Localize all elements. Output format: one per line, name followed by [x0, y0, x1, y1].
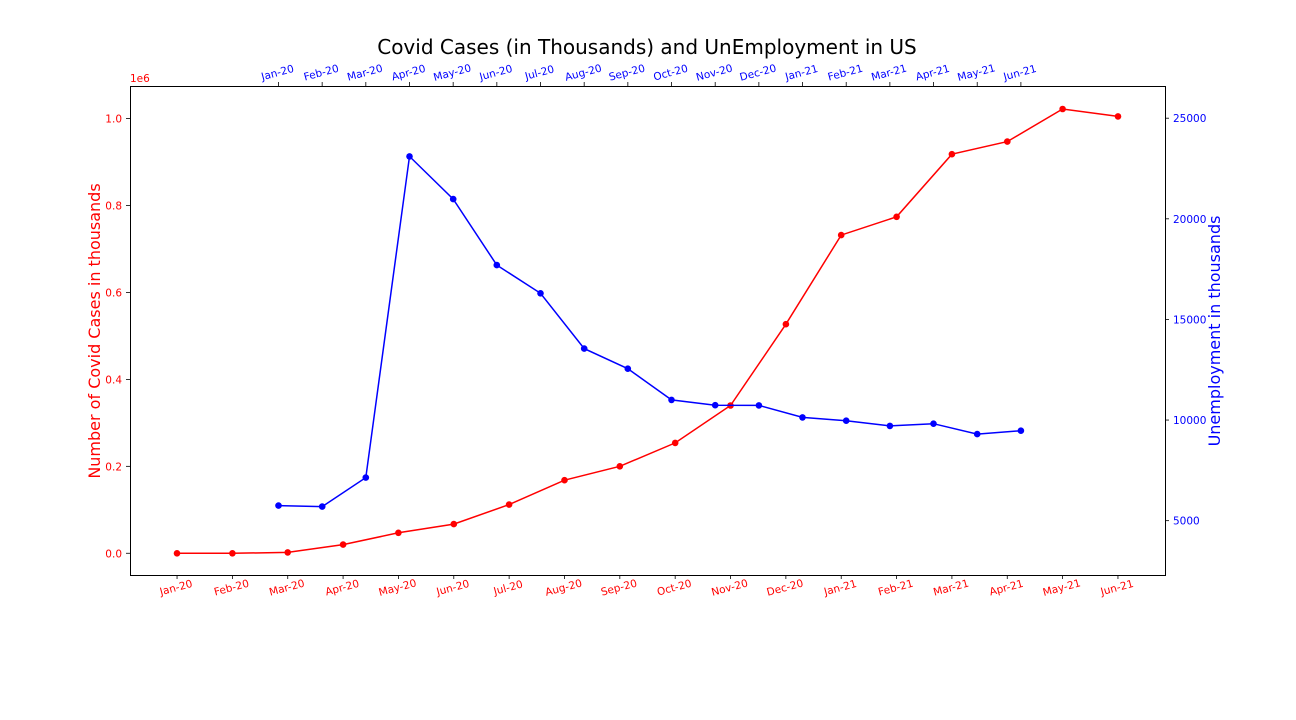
top-tick-label-jun-21: Jun-21	[1001, 63, 1037, 84]
covid-cases-point-0	[173, 550, 181, 557]
covid-cases-point-1	[229, 550, 236, 557]
unemployment-point-15	[930, 420, 937, 428]
right-axis-label: Unemployment in thousands	[1205, 216, 1224, 447]
bottom-tick-label-jun-21: Jun-21	[1098, 578, 1134, 599]
unemployment-point-10	[711, 401, 719, 409]
covid-cases-point-7	[561, 476, 568, 484]
left-tick-label-2: 0.4	[105, 374, 122, 386]
unemployment-point-13	[842, 417, 850, 425]
top-tick-label-jul-20: Jul-20	[523, 63, 556, 83]
bottom-tick-label-apr-20: Apr-20	[324, 578, 361, 599]
bottom-tick-label-jan-21: Jan-21	[822, 578, 858, 598]
top-tick-label-dec-20: Dec-20	[738, 62, 777, 83]
unemployment-point-7	[580, 345, 588, 352]
bottom-tick-label-jul-20: Jul-20	[491, 578, 524, 598]
left-axis-label: Number of Covid Cases in thousands	[85, 183, 104, 478]
top-tick-label-oct-20: Oct-20	[652, 63, 689, 84]
bottom-tick-label-feb-20: Feb-20	[213, 578, 251, 599]
left-tick-label-5: 1.0	[105, 114, 122, 126]
top-x-axis: Jan-20 Feb-20 Mar-20 Apr-20 May-20 Jun-20 Jul-…	[259, 62, 1038, 86]
covid-cases-point-15	[1004, 138, 1011, 145]
bottom-tick-label-dec-20: Dec-20	[765, 577, 804, 598]
right-tick-label-1: 10000	[1173, 415, 1206, 427]
unemployment-point-4	[449, 195, 457, 203]
top-tick-label-jun-20: Jun-20	[477, 63, 513, 84]
unemployment-point-14	[886, 422, 894, 430]
bottom-tick-label-may-20: May-20	[377, 577, 417, 599]
covid-cases-point-4	[395, 529, 402, 537]
bottom-x-axis: Jan-20 Feb-20 Mar-20 Apr-20 May-20 Jun-20 Jul-…	[158, 575, 1135, 599]
covid-cases-point-8	[616, 463, 624, 470]
left-y-axis: 0.0 0.2 0.4 0.6 0.8 1.0	[105, 114, 130, 560]
covid-cases-point-11	[782, 320, 790, 328]
covid-cases-line	[177, 108, 1119, 555]
covid-cases-point-14	[948, 150, 956, 158]
right-tick-label-2: 15000	[1173, 314, 1206, 326]
bottom-tick-label-mar-20: Mar-20	[268, 578, 306, 599]
unemployment-point-6	[537, 290, 544, 297]
covid-cases-point-6	[505, 501, 513, 508]
unemployment-point-3	[406, 153, 413, 160]
bottom-tick-label-nov-20: Nov-20	[710, 577, 749, 598]
bottom-tick-label-jun-20: Jun-20	[434, 578, 470, 599]
covid-cases-point-16	[1059, 105, 1066, 113]
right-tick-label-3: 20000	[1173, 214, 1206, 226]
top-tick-label-feb-20: Feb-20	[303, 63, 341, 84]
bottom-tick-label-feb-21: Feb-21	[877, 578, 915, 599]
bottom-tick-label-aug-20: Aug-20	[544, 577, 583, 598]
bottom-tick-label-apr-21: Apr-21	[988, 578, 1025, 599]
right-tick-label-4: 25000	[1173, 113, 1206, 125]
top-tick-label-apr-20: Apr-20	[390, 63, 427, 84]
covid-cases-point-9	[671, 439, 679, 447]
bottom-tick-label-may-21: May-21	[1042, 577, 1082, 599]
top-tick-label-jan-20: Jan-20	[259, 63, 295, 83]
top-tick-label-aug-20: Aug-20	[564, 62, 603, 83]
unemployment-point-12	[799, 414, 806, 421]
unemployment-line	[278, 154, 1021, 508]
top-tick-label-may-21: May-21	[956, 62, 996, 84]
right-tick-label-0: 5000	[1173, 516, 1200, 528]
left-axis-offset-text: 1e6	[130, 73, 150, 85]
unemployment-point-2	[362, 474, 370, 481]
top-tick-label-feb-21: Feb-21	[827, 63, 865, 84]
top-tick-label-mar-21: Mar-21	[870, 63, 908, 84]
series-layer	[173, 105, 1122, 557]
top-tick-label-jan-21: Jan-21	[783, 63, 819, 83]
unemployment-point-8	[624, 365, 632, 373]
covid-cases-point-3	[339, 541, 347, 548]
bottom-tick-label-mar-21: Mar-21	[932, 578, 970, 599]
unemployment-point-17	[1017, 427, 1025, 435]
unemployment-point-11	[755, 402, 763, 409]
bottom-tick-label-sep-20: Sep-20	[600, 578, 639, 599]
left-tick-label-4: 0.8	[105, 201, 122, 213]
covid-cases-point-13	[893, 213, 900, 221]
bottom-tick-label-jan-20: Jan-20	[158, 578, 194, 598]
unemployment-point-1	[318, 503, 326, 510]
plot-frame	[130, 86, 1166, 576]
unemployment-point-16	[973, 430, 981, 438]
unemployment-point-9	[668, 396, 675, 404]
covid-cases-point-12	[837, 231, 845, 239]
top-tick-label-apr-21: Apr-21	[914, 63, 951, 84]
left-tick-label-3: 0.6	[105, 287, 122, 299]
chart-title: Covid Cases (in Thousands) and UnEmploym…	[377, 35, 917, 59]
covid-cases-point-5	[450, 520, 458, 528]
top-tick-label-sep-20: Sep-20	[608, 63, 647, 84]
covid-cases-point-2	[284, 549, 292, 556]
unemployment-point-0	[275, 502, 282, 509]
left-tick-label-0: 0.0	[105, 548, 122, 560]
top-tick-label-mar-20: Mar-20	[346, 63, 384, 84]
left-tick-label-1: 0.2	[105, 461, 122, 473]
top-tick-label-may-20: May-20	[432, 62, 472, 84]
top-tick-label-nov-20: Nov-20	[695, 62, 734, 83]
unemployment-point-5	[493, 261, 501, 269]
bottom-tick-label-oct-20: Oct-20	[656, 578, 693, 599]
right-y-axis: 5000 10000 15000 20000 25000	[1165, 113, 1206, 528]
covid-cases-point-17	[1114, 113, 1122, 120]
